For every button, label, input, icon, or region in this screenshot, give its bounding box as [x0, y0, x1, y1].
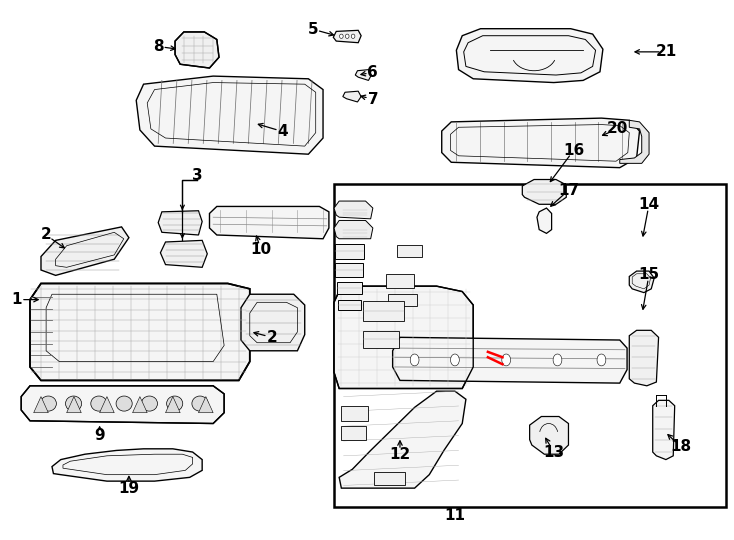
Polygon shape [523, 179, 566, 204]
Text: 9: 9 [94, 428, 105, 443]
Polygon shape [52, 449, 202, 481]
Text: 4: 4 [277, 124, 288, 139]
Polygon shape [339, 391, 466, 488]
Polygon shape [67, 396, 81, 413]
Ellipse shape [91, 396, 107, 411]
Ellipse shape [352, 34, 355, 38]
Text: 8: 8 [153, 39, 164, 54]
Ellipse shape [410, 354, 419, 366]
Polygon shape [653, 400, 675, 460]
Polygon shape [241, 294, 305, 351]
Text: 11: 11 [444, 508, 465, 523]
Polygon shape [530, 416, 568, 454]
Polygon shape [137, 76, 323, 154]
Ellipse shape [502, 354, 511, 366]
Bar [363, 331, 399, 348]
Bar [337, 282, 363, 294]
Ellipse shape [167, 396, 183, 411]
Text: 17: 17 [558, 183, 579, 198]
Polygon shape [334, 286, 473, 388]
Polygon shape [34, 396, 48, 413]
Text: 12: 12 [389, 447, 410, 462]
Text: 10: 10 [250, 242, 272, 257]
Polygon shape [355, 70, 371, 80]
Polygon shape [333, 30, 361, 43]
Ellipse shape [553, 354, 562, 366]
Text: 6: 6 [368, 65, 378, 80]
Text: 2: 2 [266, 330, 277, 345]
Ellipse shape [346, 34, 349, 38]
Text: 7: 7 [368, 92, 378, 107]
Polygon shape [334, 220, 373, 239]
Polygon shape [334, 201, 373, 219]
Polygon shape [100, 396, 115, 413]
Bar [388, 294, 417, 306]
Bar [335, 264, 363, 276]
Polygon shape [209, 206, 329, 239]
Ellipse shape [597, 354, 606, 366]
Text: 15: 15 [639, 267, 660, 282]
Ellipse shape [451, 354, 459, 366]
Bar [341, 426, 366, 440]
Polygon shape [442, 118, 639, 167]
Bar [334, 184, 726, 507]
Text: 1: 1 [12, 292, 22, 307]
Bar [396, 245, 422, 257]
Bar [338, 300, 361, 310]
Polygon shape [393, 338, 627, 383]
Polygon shape [619, 120, 649, 164]
Polygon shape [175, 32, 219, 68]
Polygon shape [161, 240, 207, 267]
Ellipse shape [142, 396, 158, 411]
Polygon shape [30, 284, 250, 380]
Polygon shape [133, 396, 148, 413]
Text: 14: 14 [639, 197, 660, 212]
Bar [341, 406, 368, 421]
Polygon shape [21, 386, 224, 423]
Polygon shape [41, 227, 129, 275]
Polygon shape [629, 330, 658, 386]
Polygon shape [343, 91, 361, 102]
Text: 2: 2 [41, 227, 51, 242]
Bar [363, 301, 404, 321]
Ellipse shape [40, 396, 57, 411]
Text: 5: 5 [308, 22, 318, 37]
Text: 3: 3 [192, 168, 203, 183]
Polygon shape [457, 29, 603, 83]
Text: 20: 20 [607, 122, 628, 137]
Ellipse shape [116, 396, 132, 411]
Ellipse shape [340, 34, 344, 38]
Bar [335, 244, 364, 259]
Text: 16: 16 [563, 143, 584, 158]
Ellipse shape [65, 396, 81, 411]
Text: 19: 19 [118, 481, 139, 496]
Polygon shape [629, 271, 654, 293]
Polygon shape [198, 396, 213, 413]
Text: 21: 21 [655, 44, 677, 59]
Polygon shape [159, 211, 202, 235]
Bar [374, 472, 405, 485]
Bar [386, 274, 414, 287]
Polygon shape [166, 396, 180, 413]
Polygon shape [537, 208, 552, 233]
Text: 18: 18 [670, 439, 691, 454]
Ellipse shape [192, 396, 208, 411]
Text: 13: 13 [543, 444, 564, 460]
